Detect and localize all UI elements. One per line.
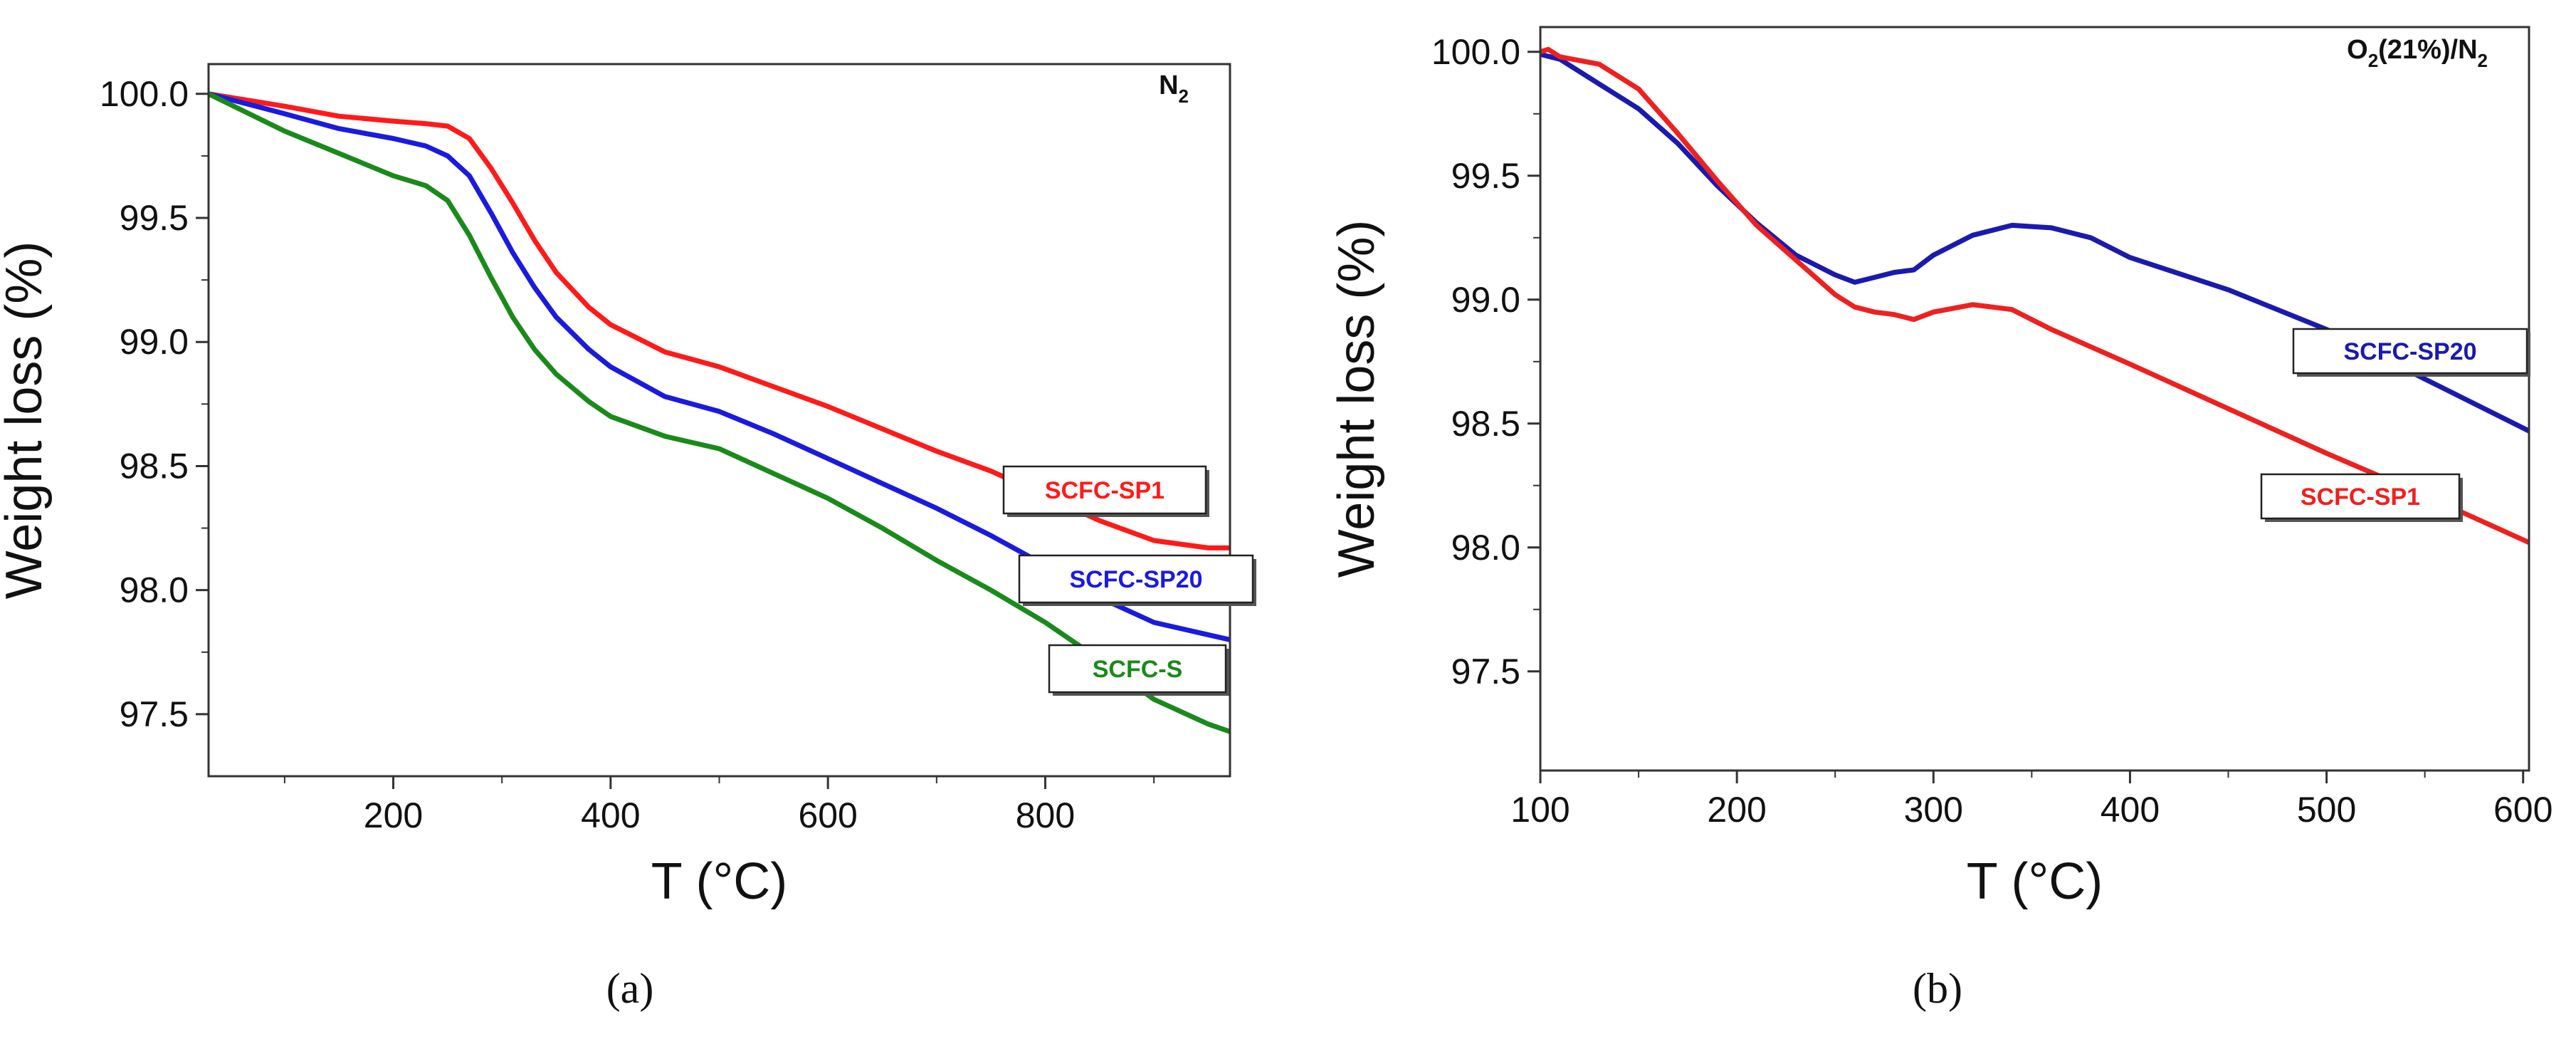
panel-a-legend-label-scfc-sp1: SCFC-SP1: [1045, 477, 1165, 504]
panel-a-legend-label-scfc-s: SCFC-S: [1093, 656, 1183, 683]
panel-a-legend-box-scfc-sp1: [1002, 465, 1207, 515]
panel-a-y-tick-label: 97.5: [120, 694, 189, 734]
panel-b-x-tick-label: 400: [2101, 790, 2160, 830]
panel-a-y-axis-title: Weight loss (%): [0, 241, 53, 600]
panel-b-legend-label-scfc-sp1: SCFC-SP1: [2301, 484, 2420, 511]
panel-b-y-axis-title: Weight loss (%): [1328, 220, 1385, 578]
panel-b-x-tick-label: 100: [1510, 790, 1570, 830]
panel-b-y-tick-label: 98.5: [1451, 404, 1520, 444]
panel-a-legend-label-scfc-sp20: SCFC-SP20: [1069, 566, 1202, 593]
panel-b-y-tick-label: 99.5: [1451, 156, 1520, 196]
panel-b-y-tick-label: 97.5: [1451, 652, 1520, 691]
panel-a-chart: 200 400 600 800 97.5 98.0 98.5 99.0 99.5 100.0 T (…: [0, 63, 1256, 910]
panel-b-chart: 100 200 300 400 500 600 97.5 98.0 98.5 99.0 99.5 10…: [1328, 26, 2553, 910]
panel-b-series-scfc-sp1: [1540, 46, 2529, 545]
panel-a-caption: (a): [606, 965, 654, 1012]
panel-b-x-tick-label: 500: [2297, 790, 2356, 830]
panel-b-y-tick-label: 99.0: [1451, 280, 1520, 320]
panel-a-x-tick-label: 800: [1016, 795, 1075, 835]
panel-b-series-scfc-sp20: [1540, 51, 2529, 434]
panel-b-x-tick-label: 200: [1707, 790, 1766, 830]
panel-a-legend-box-scfc-sp20: [1018, 554, 1254, 604]
panel-b-legend-box-scfc-sp20: [2292, 328, 2528, 375]
panel-a-y-tick-label: 100.0: [100, 74, 189, 114]
panel-a-x-tick-label: 600: [798, 795, 857, 835]
panel-a-x-tick-label: 200: [364, 795, 423, 835]
panel-a-x-tick-label: 400: [581, 795, 640, 835]
panel-b-atmosphere-label: O2(21%)/N2: [2347, 35, 2488, 71]
panel-b-x-tick-label: 300: [1904, 790, 1963, 830]
panel-a-atmosphere-label: N2: [1159, 71, 1189, 107]
panel-b-caption: (b): [1913, 965, 1962, 1012]
panel-b-y-tick-label: 100.0: [1431, 32, 1520, 72]
panel-b-x-axis-title: T (°C): [1967, 853, 2103, 910]
panel-a-legend-box-scfc-s: [1048, 644, 1227, 694]
panel-a-y-tick-label: 99.0: [120, 322, 189, 362]
panel-b-y-tick-label: 98.0: [1451, 528, 1520, 568]
panel-a-y-tick-label: 98.0: [120, 570, 189, 610]
panel-b-plot-frame: [1539, 26, 2530, 772]
panel-b-legend-box-scfc-sp1: [2260, 473, 2461, 520]
panel-b-legend-label-scfc-sp20: SCFC-SP20: [2343, 338, 2476, 365]
panel-a-y-tick-label: 98.5: [120, 446, 189, 486]
panel-b-x-tick-label: 600: [2493, 790, 2553, 830]
panel-a-x-axis-title: T (°C): [651, 853, 787, 910]
panel-a-y-tick-label: 99.5: [120, 198, 189, 238]
panel-a-series-scfc-s: [209, 91, 1230, 734]
